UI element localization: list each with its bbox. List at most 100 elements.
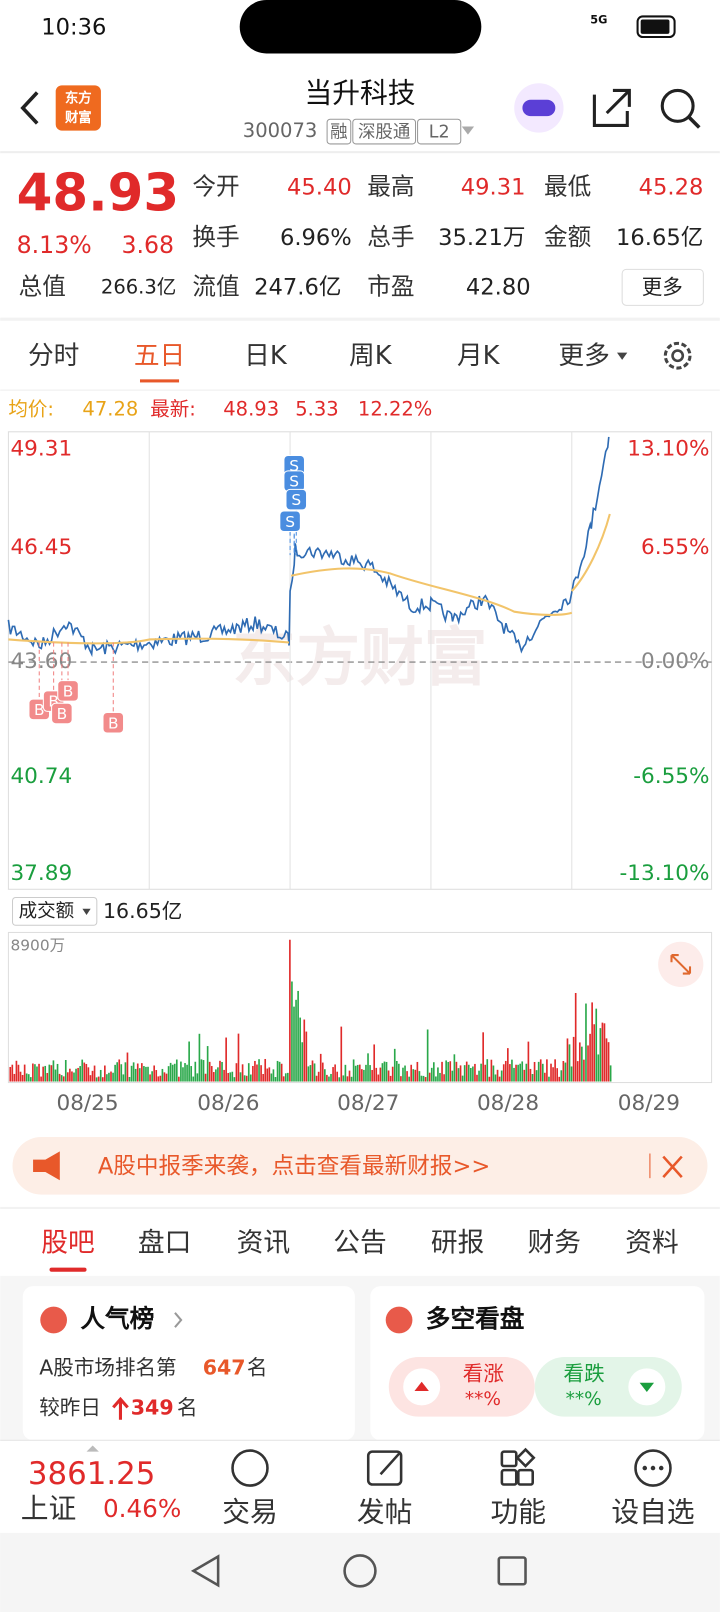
volume-bar-deco — [486, 1059, 489, 1082]
nav-label[interactable]: 设自选 — [611, 1495, 694, 1528]
nav-label[interactable]: 交易 — [222, 1495, 278, 1528]
right-label: 13.10% — [627, 436, 709, 461]
more-label[interactable]: 更多 — [642, 275, 683, 299]
volume-bar-deco — [77, 1067, 79, 1082]
volume-label[interactable]: 成交额 — [19, 901, 75, 922]
left-label: 49.31 — [10, 436, 72, 461]
right-label: 6.55% — [641, 535, 710, 560]
volume-bar-deco — [124, 1062, 127, 1082]
nav-label[interactable]: 发帖 — [357, 1495, 413, 1528]
volume-bar-deco — [44, 1065, 47, 1082]
volume-bar-deco — [342, 1075, 345, 1082]
section-tab[interactable]: 资讯 — [237, 1227, 290, 1258]
sentiment-title[interactable]: 多空看盘 — [426, 1304, 525, 1333]
volume-bar-deco — [539, 1059, 542, 1082]
sell-label: S — [289, 473, 299, 491]
volume-bar-deco — [186, 1064, 188, 1082]
volume-bar-deco — [389, 1075, 392, 1082]
volume-bars — [9, 939, 612, 1082]
back[interactable] — [20, 91, 39, 125]
volume-bar-deco — [367, 1053, 369, 1082]
date: 08/27 — [337, 1091, 399, 1116]
volume-bar-deco — [93, 1065, 96, 1082]
dropdown[interactable] — [461, 126, 475, 135]
volume-bar-deco — [346, 1076, 349, 1082]
index-pct[interactable]: 0.46% — [103, 1494, 181, 1523]
avg-line — [8, 513, 611, 645]
volume-bar-deco — [289, 939, 291, 1082]
volume-bar-deco — [295, 999, 297, 1082]
volume-bar-deco — [198, 1033, 201, 1082]
tag-box — [326, 118, 352, 145]
tab[interactable]: 更多 — [558, 341, 609, 371]
volume-bar-deco — [585, 1003, 587, 1082]
volume-bar-deco — [556, 1068, 559, 1082]
banner-close[interactable] — [662, 1155, 683, 1178]
banner-text[interactable]: A股中报季来袭，点击查看最新财报>> — [98, 1153, 490, 1179]
volume-bar-deco — [284, 1073, 287, 1082]
up-arrow — [112, 1396, 129, 1420]
index-value[interactable]: 3861.25 — [28, 1456, 155, 1492]
tab[interactable]: 日K — [244, 341, 288, 371]
volume-bar-deco — [175, 1059, 178, 1082]
up-triangle — [414, 1381, 429, 1391]
volume-bar-deco — [546, 1059, 548, 1082]
share[interactable] — [592, 88, 631, 127]
volume-bar-deco — [309, 1065, 312, 1082]
sell-label: S — [291, 491, 301, 509]
volume-bar-deco — [11, 1064, 14, 1082]
tab[interactable]: 月K — [457, 341, 501, 371]
volume-bar-deco — [435, 1076, 437, 1082]
volume-bar-deco — [482, 1032, 484, 1082]
sys-home[interactable] — [343, 1554, 377, 1588]
volume-bar-deco — [200, 1059, 203, 1082]
index-name[interactable]: 上证 — [21, 1492, 77, 1525]
section-tab[interactable]: 研报 — [431, 1227, 484, 1258]
volume-bar-deco — [245, 1075, 248, 1082]
volume-selector[interactable] — [12, 896, 98, 926]
tab[interactable]: 分时 — [28, 341, 79, 371]
section-tab[interactable]: 盘口 — [138, 1227, 191, 1258]
volume-bar-deco — [525, 1063, 528, 1082]
volume-bar-deco — [97, 1076, 100, 1082]
section-tabs: 股吧 盘口 资讯 公告 研报 财务 资料 — [41, 1227, 679, 1272]
volume-bar-deco — [56, 1063, 59, 1082]
volume-bar-deco — [215, 1069, 217, 1082]
section-tab[interactable]: 财务 — [528, 1227, 581, 1258]
section-tab[interactable]: 资料 — [625, 1227, 678, 1258]
volume-bar-deco — [305, 1031, 308, 1082]
volume-bar-deco — [595, 1008, 598, 1082]
section-tab[interactable]: 股吧 — [41, 1227, 94, 1258]
volume-bar-deco — [188, 1041, 190, 1082]
sys-back[interactable] — [190, 1554, 220, 1588]
volume-bar-deco — [272, 1069, 275, 1082]
volume-bar-deco — [509, 1064, 511, 1082]
settings[interactable] — [663, 341, 692, 370]
rank-text: A股市场排名第 — [39, 1355, 176, 1379]
tab[interactable]: 周K — [349, 341, 393, 371]
more-button[interactable] — [621, 268, 704, 306]
sys-recent[interactable] — [497, 1556, 527, 1586]
search[interactable] — [660, 88, 695, 123]
volume-bar-deco — [447, 1061, 450, 1082]
volume-bar-deco — [420, 1075, 423, 1082]
popularity-card[interactable] — [22, 1286, 355, 1441]
volume-bar-deco — [42, 1066, 44, 1082]
volume-bar-deco — [143, 1066, 145, 1082]
banner[interactable] — [12, 1137, 708, 1195]
volume-bar-deco — [206, 1046, 209, 1082]
field-label: 最高 — [367, 173, 414, 201]
popularity-title[interactable]: 人气榜 — [80, 1304, 154, 1333]
volume-bar-deco — [332, 1067, 334, 1082]
volume-bar-deco — [313, 1063, 316, 1082]
nav-label[interactable]: 功能 — [491, 1495, 547, 1528]
field-value: 247.6亿 — [254, 274, 341, 300]
system-nav — [0, 1532, 720, 1612]
section-tab[interactable]: 公告 — [333, 1227, 386, 1258]
divider — [0, 317, 720, 321]
buy-marker — [57, 680, 79, 702]
volume-bar-deco — [151, 1071, 153, 1082]
volume-bar-deco — [85, 1063, 88, 1082]
volume-bar-deco — [64, 1059, 67, 1082]
tab[interactable]: 五日 — [134, 341, 185, 371]
